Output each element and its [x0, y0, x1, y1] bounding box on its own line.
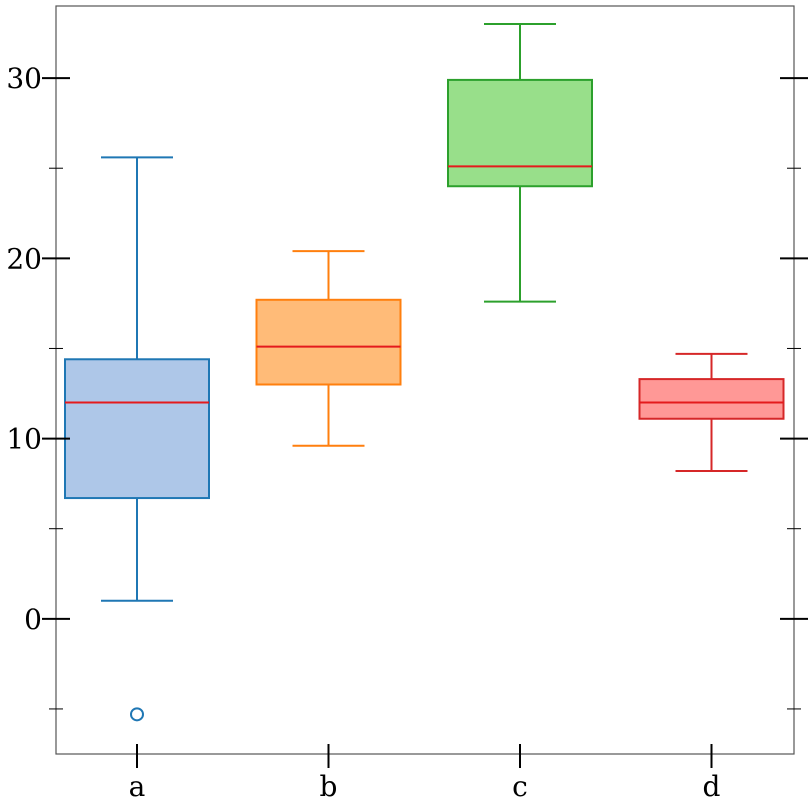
plot-frame — [55, 5, 795, 755]
box-a — [64, 358, 210, 500]
x-axis: a b c d — [129, 744, 721, 803]
xtick-label-d: d — [703, 770, 721, 803]
box-b — [255, 298, 402, 386]
outlier-a-0 — [130, 707, 144, 722]
box-group-d — [638, 352, 785, 473]
xtick-label-a: a — [129, 770, 146, 803]
boxes-layer — [64, 23, 785, 722]
box-group-a — [64, 156, 210, 722]
ytick-label-30: 30 — [6, 62, 42, 95]
y-axis: 0 10 20 30 — [6, 62, 808, 710]
ytick-label-10: 10 — [6, 423, 42, 456]
xtick-label-b: b — [320, 770, 338, 803]
box-group-c — [447, 23, 593, 303]
box-group-b — [255, 250, 402, 447]
box-c — [447, 78, 593, 188]
ytick-label-20: 20 — [6, 242, 42, 275]
box-d — [638, 378, 785, 420]
xtick-label-c: c — [512, 770, 528, 803]
ytick-label-0: 0 — [24, 603, 42, 636]
